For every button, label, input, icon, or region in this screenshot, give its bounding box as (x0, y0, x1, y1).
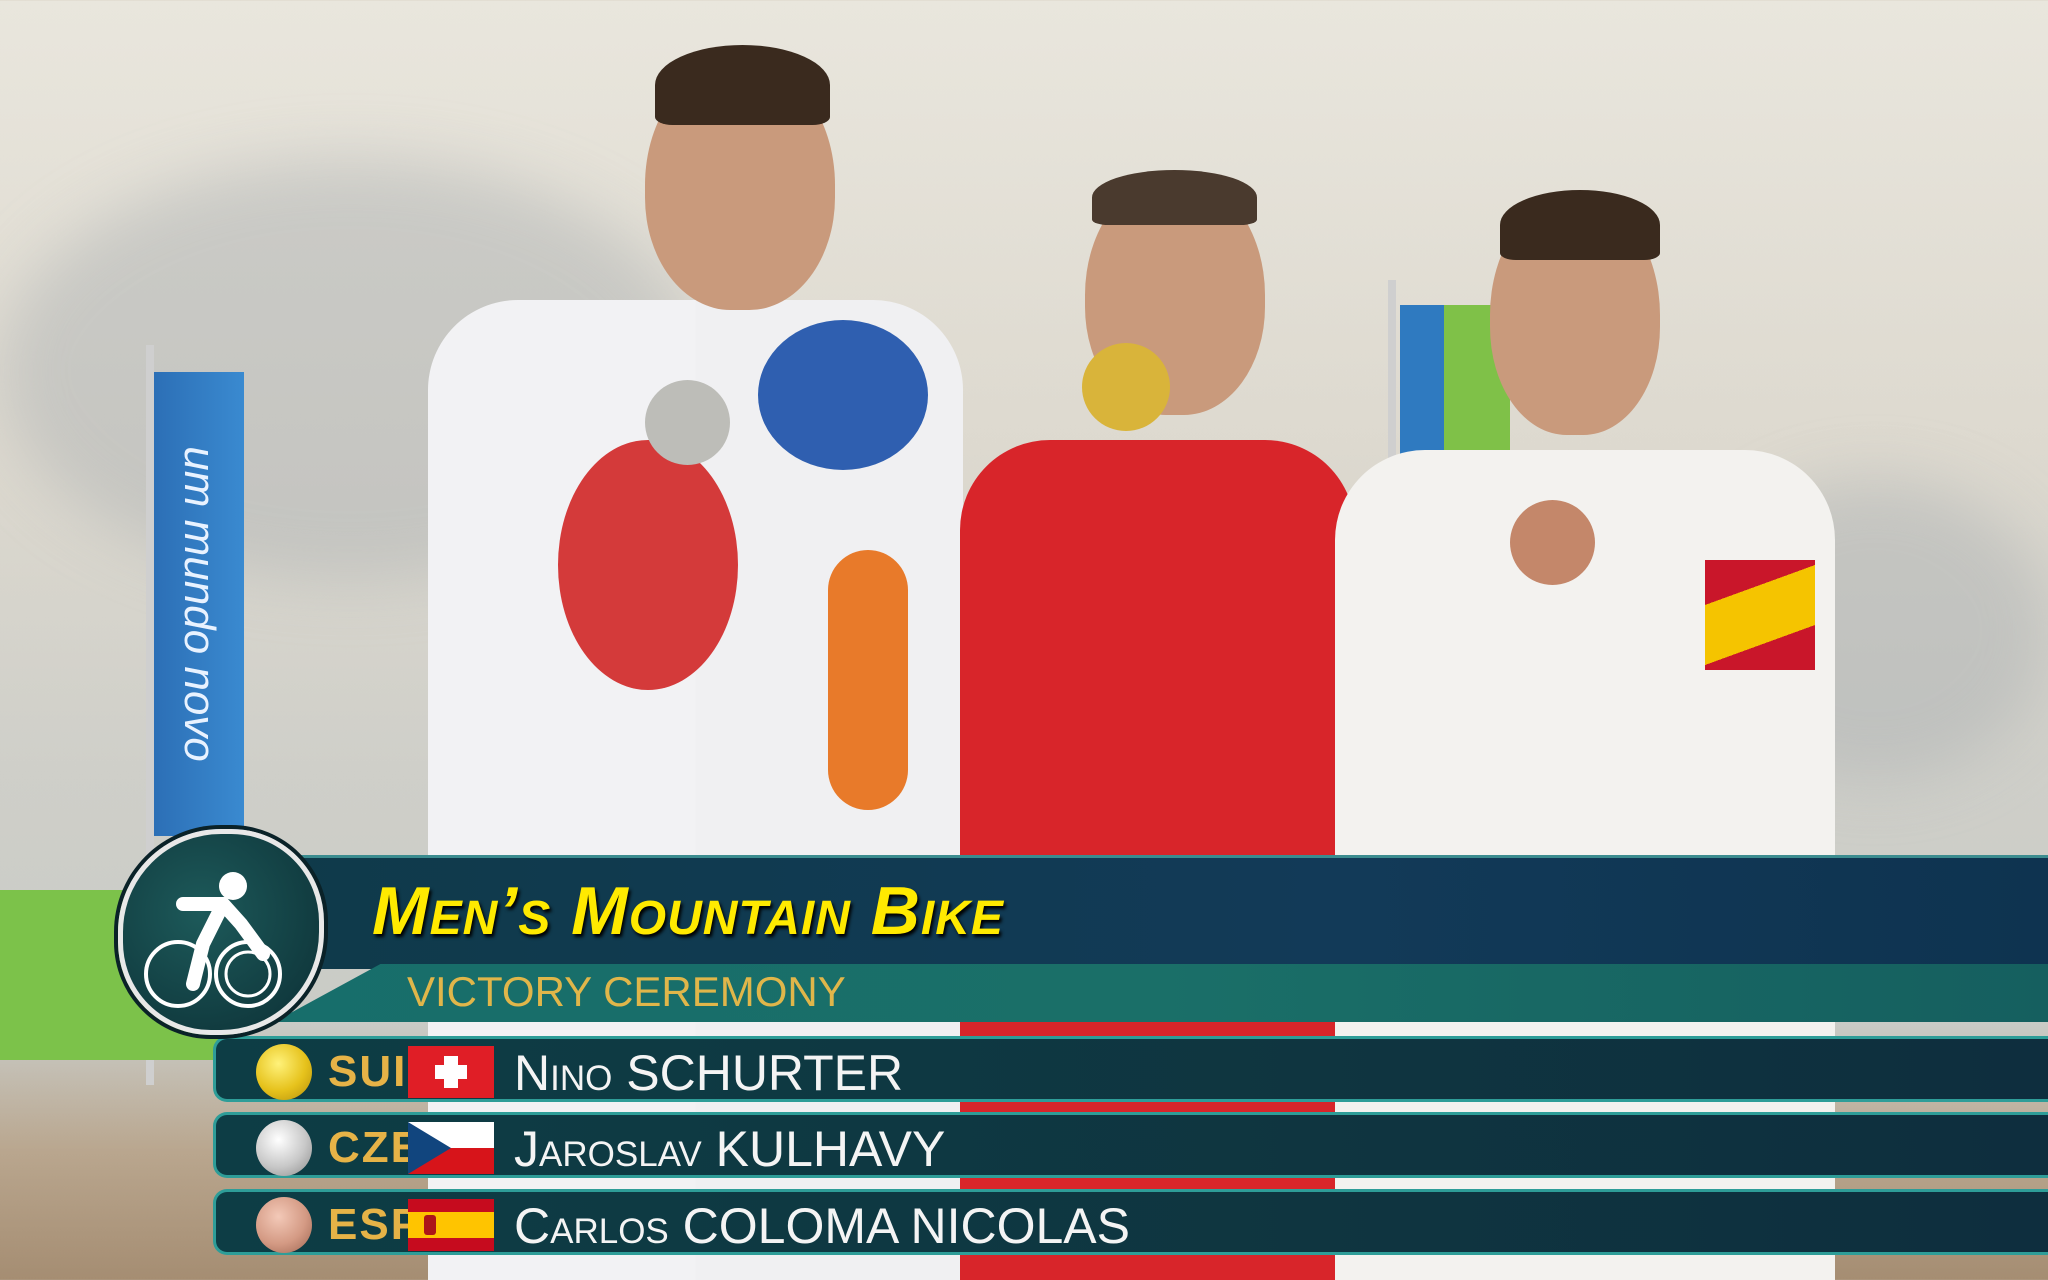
gold-medal-icon (256, 1044, 312, 1100)
bronze-medal-icon (256, 1197, 312, 1253)
athlete-name: Jaroslav KULHAVY (514, 1121, 946, 1177)
title-bar (274, 855, 2048, 969)
czech-flag-icon (408, 1122, 494, 1174)
event-title: Men’s Mountain Bike (372, 873, 1004, 949)
country-code: CZE (328, 1123, 422, 1172)
country-code: ESP (328, 1200, 423, 1249)
gold-medal (1082, 343, 1170, 431)
country-code: SUI (328, 1047, 408, 1096)
event-subtitle: VICTORY CEREMONY (407, 968, 846, 1015)
rio-banner: um mundo novo (154, 372, 244, 836)
silver-medal (645, 380, 730, 465)
athlete-name: Carlos COLOMA NICOLAS (514, 1198, 1131, 1254)
silver-medal-icon (256, 1120, 312, 1176)
bronze-medal (1510, 500, 1595, 585)
subtitle-bar (274, 964, 2048, 1022)
athlete-hair (1500, 190, 1660, 260)
switzerland-flag-icon (408, 1046, 494, 1098)
athlete-hair (655, 45, 830, 125)
result-row-gold: SUI Nino SCHURTER (213, 1036, 2048, 1102)
spain-flag-icon (408, 1199, 494, 1251)
athlete-name: Nino SCHURTER (514, 1045, 904, 1101)
result-row-silver: CZE Jaroslav KULHAVY (213, 1112, 2048, 1178)
athlete-hair (1092, 170, 1257, 225)
cycling-mountain-bike-icon (118, 829, 324, 1035)
banner-pole (146, 345, 154, 1085)
result-row-bronze: ESP Carlos COLOMA NICOLAS (213, 1189, 2048, 1255)
